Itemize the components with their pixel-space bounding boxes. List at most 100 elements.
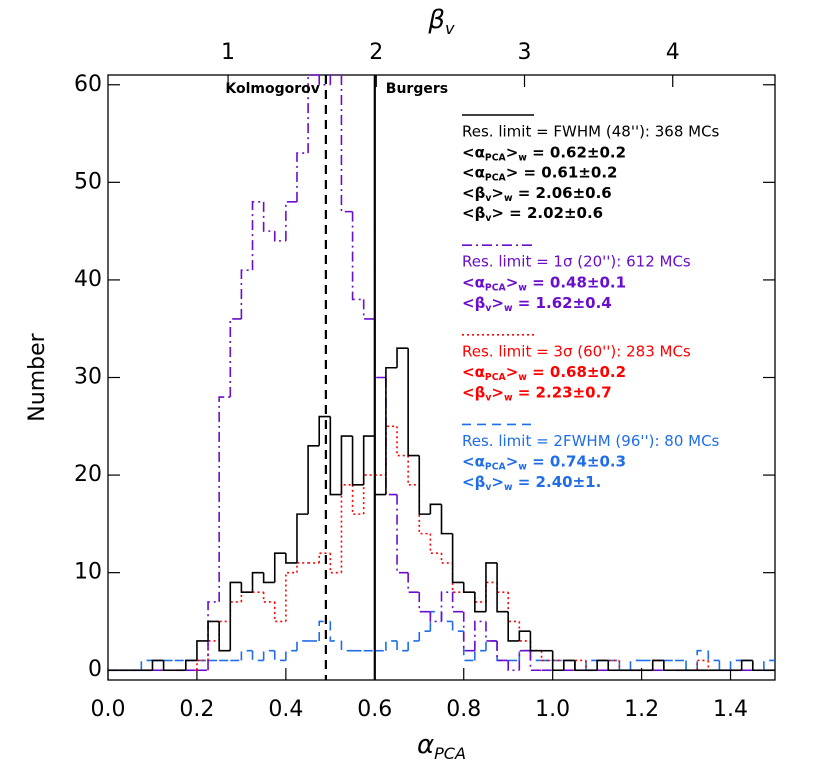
legend-stat-part: v [485,303,491,314]
histogram-step [285,201,297,241]
histogram-step [607,660,620,672]
legend-stat-part: <β [462,204,486,222]
legend-stat-part: <β [462,383,486,401]
histogram-step [451,621,464,633]
legend-label: Res. limit = 1σ (20''): 612 MCs [462,253,691,271]
legend-stat-part: w [518,372,527,383]
histogram-step [507,592,520,623]
x-tick-label: 0.0 [91,697,126,722]
histogram-step [763,659,775,671]
histogram-step [362,435,375,485]
legend-stat-part: PCA [485,152,507,163]
histogram-step [629,659,642,671]
histogram-step [240,269,253,319]
y-tick-label: 10 [74,560,102,585]
histogram-step [318,75,331,86]
y-tick-label: 40 [74,267,102,292]
histogram-step [385,377,398,496]
histogram-step [362,299,375,320]
histogram-step [474,620,486,651]
histogram-step [407,455,420,486]
legend-stat: <αPCA>w = 0.68±0.2 [462,363,626,384]
histogram-step [485,621,498,642]
histogram-step [385,366,398,495]
histogram-step [496,562,509,613]
histogram-step [240,582,253,593]
histogram-step [440,591,453,622]
histogram-step [240,649,253,661]
histogram-step [429,533,442,554]
histogram-step [507,611,520,642]
histogram-step [474,592,486,613]
histogram-step [462,582,475,593]
legend-stat-part: v [485,482,491,493]
x-tick-label: 0.2 [179,697,214,722]
x2-tick-label: 1 [221,40,235,65]
histogram-step [251,571,264,593]
histogram-step [740,659,753,671]
legend-stat-part: v [485,392,491,403]
legend-stat-part: <α [462,163,485,181]
histogram-step [285,649,297,661]
histogram-step [418,455,431,515]
legend-stat-part: = 0.68±0.2 [527,363,626,381]
histogram-step [262,572,275,584]
x2-axis-label-part: v [445,19,455,38]
histogram-step [529,631,542,652]
histogram-step [496,640,509,662]
legend-stat-part: <α [462,363,485,381]
histogram-step [262,649,275,661]
histogram-step [185,659,197,671]
histogram-step [596,659,609,671]
x2-axis-label: βv [427,5,455,39]
legend-stat-part: v [485,193,491,204]
histogram-step [429,611,442,623]
histogram-step [396,347,409,368]
legend-stat-part: PCA [485,462,507,473]
legend-stat: <βv>w = 2.06±0.6 [462,183,612,204]
legend-stat: <βv>w = 1.62±0.4 [462,293,612,314]
x2-tick-label: 3 [518,40,532,65]
histogram-step [407,572,420,593]
histogram-step [273,650,286,662]
histogram-step [407,640,420,651]
histogram-step [429,503,442,515]
histogram-step [307,74,320,154]
histogram-step [507,660,520,672]
histogram-step [162,660,175,672]
histogram-step [351,484,364,515]
histogram-step [751,660,764,672]
legend-stat-part: w [504,303,513,314]
legend-stat-part: w [504,193,513,204]
histogram-step [462,611,475,652]
histogram-step [296,152,309,202]
histogram-step [551,650,564,672]
histogram-step [329,621,342,642]
legend-stat-part: > [506,363,519,381]
histogram-step [518,621,531,642]
legend-stat-part: PCA [485,283,507,294]
histogram-step [451,592,464,613]
histogram-step [418,592,431,613]
histogram-step [340,484,353,573]
x2-axis-label-part: β [427,5,445,35]
legend-stat-part: w [504,482,513,493]
histogram-step [440,504,453,535]
legend-stat: <βv>w = 2.40±1. [462,473,601,494]
histogram-step [451,533,464,584]
histogram-step [396,494,409,574]
x2-tick-label: 4 [666,40,680,65]
histogram-step [396,640,409,652]
histogram-step [651,659,664,671]
histogram-step [462,631,475,662]
histogram-step [229,318,242,398]
histogram-step [729,659,742,671]
histogram-step [418,630,431,641]
histogram-step [218,396,231,602]
y-tick-label: 0 [88,657,102,682]
legend-label: Res. limit = 3σ (60''): 283 MCs [462,342,691,360]
legend-stat-part: > = 0.61±0.2 [506,163,618,181]
x-tick-label: 0.4 [268,697,303,722]
y-tick-label: 30 [74,365,102,390]
